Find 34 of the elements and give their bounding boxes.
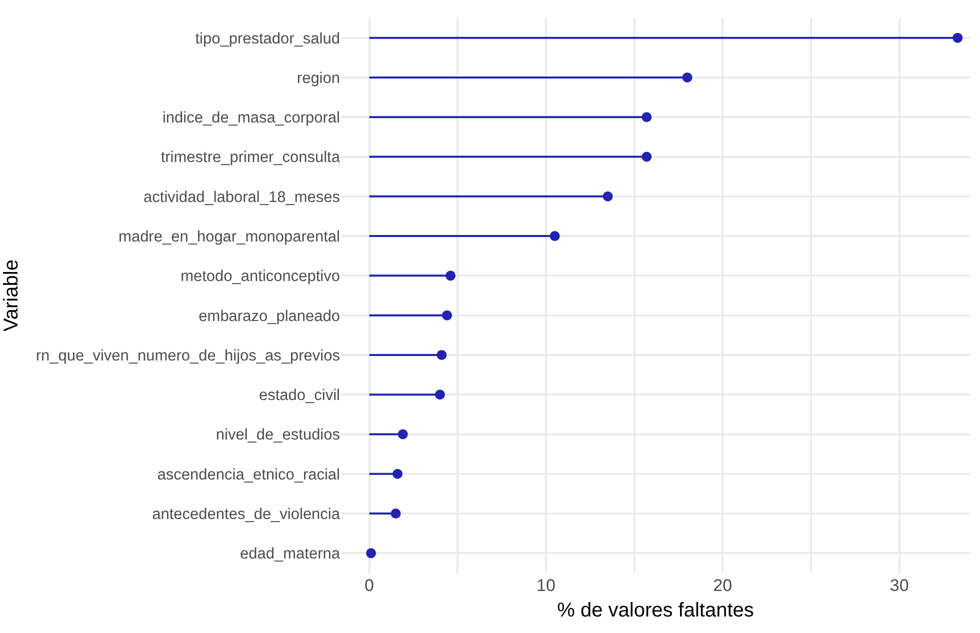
- y-tick-label: ascendencia_etnico_racial: [157, 466, 340, 484]
- y-axis-title: Variable: [0, 260, 22, 332]
- y-tick-label: indice_de_masa_corporal: [162, 110, 340, 127]
- x-tick-label: 20: [713, 576, 732, 595]
- point: [642, 112, 652, 122]
- point: [366, 548, 376, 558]
- point: [952, 32, 963, 43]
- point: [682, 72, 692, 82]
- point: [602, 191, 613, 202]
- x-tick-label: 30: [890, 576, 909, 595]
- y-tick-label: rn_que_viven_numero_de_hijos_as_previos: [36, 347, 340, 364]
- y-tick-label: estado_civil: [259, 387, 340, 404]
- point: [392, 468, 403, 479]
- point: [642, 152, 652, 162]
- y-tick-label: tipo_prestador_salud: [195, 30, 340, 48]
- y-tick-label: edad_materna: [240, 546, 340, 563]
- point: [436, 350, 447, 360]
- y-tick-label: madre_en_hogar_monoparental: [118, 228, 340, 246]
- y-tick-label: region: [296, 70, 340, 87]
- point: [442, 310, 452, 320]
- point: [390, 508, 401, 519]
- x-tick-label: 10: [536, 576, 556, 595]
- point: [398, 429, 408, 440]
- y-tick-label: metodo_anticonceptivo: [180, 268, 340, 286]
- y-tick-label: antecedentes_de_violencia: [152, 506, 340, 523]
- point: [434, 390, 445, 400]
- point: [446, 270, 456, 281]
- y-tick-label: embarazo_planeado: [198, 308, 340, 325]
- x-axis-title: % de valores faltantes: [557, 600, 754, 622]
- y-tick-label: trimestre_primer_consulta: [160, 149, 340, 166]
- point: [550, 231, 560, 242]
- x-tick-label: 0: [364, 576, 374, 595]
- y-tick-label: actividad_laboral_18_meses: [144, 188, 340, 206]
- y-tick-label: nivel_de_estudios: [216, 426, 340, 444]
